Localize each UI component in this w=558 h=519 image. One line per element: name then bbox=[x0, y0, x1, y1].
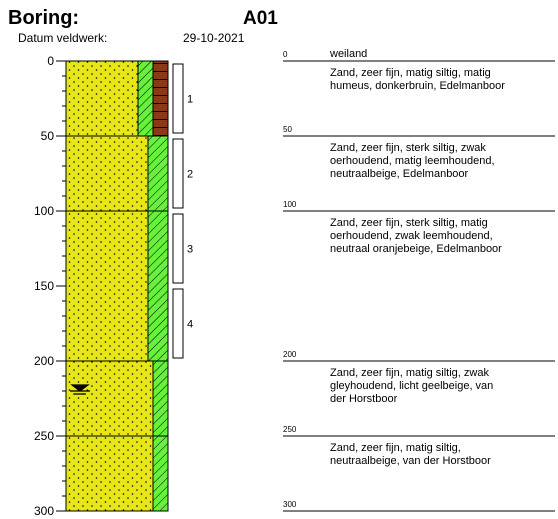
annotation: weiland bbox=[329, 48, 367, 60]
silt-layer bbox=[153, 361, 168, 436]
humus-layer bbox=[153, 61, 168, 136]
title: Boring: bbox=[8, 7, 79, 29]
sample bbox=[173, 64, 183, 133]
description: Zand, zeer fijn, sterk siltig, matig bbox=[330, 217, 488, 229]
description: neutraalbeige, van der Horstboor bbox=[330, 455, 491, 467]
depth-tick-label: 50 bbox=[41, 129, 55, 143]
sample bbox=[173, 214, 183, 283]
description: der Horstboor bbox=[330, 393, 398, 405]
description: Zand, zeer fijn, matig siltig, zwak bbox=[330, 367, 489, 379]
description: Zand, zeer fijn, matig siltig, bbox=[330, 442, 461, 454]
sample bbox=[173, 139, 183, 208]
depth-tick-label: 100 bbox=[34, 204, 54, 218]
description: neutraalbeige, Edelmanboor bbox=[330, 168, 469, 180]
sand-layer bbox=[66, 211, 148, 361]
sand-layer bbox=[66, 361, 153, 436]
sample-label: 1 bbox=[187, 94, 193, 106]
depth-tick-label: 300 bbox=[34, 504, 54, 518]
description: oerhoudend, zwak leemhoudend, bbox=[330, 230, 493, 242]
sand-layer bbox=[66, 436, 153, 511]
description: Zand, zeer fijn, matig siltig, matig bbox=[330, 67, 491, 79]
date-label: Datum veldwerk: bbox=[18, 31, 107, 45]
sample-label: 4 bbox=[187, 319, 193, 331]
boring-id: A01 bbox=[243, 8, 278, 29]
depth-label: 300 bbox=[283, 500, 297, 509]
depth-label: 100 bbox=[283, 200, 297, 209]
sand-layer bbox=[66, 61, 138, 136]
silt-layer bbox=[153, 436, 168, 511]
sample bbox=[173, 289, 183, 358]
depth-tick-label: 200 bbox=[34, 354, 54, 368]
depth-label: 200 bbox=[283, 350, 297, 359]
sample-label: 3 bbox=[187, 244, 193, 256]
description: gleyhoudend, licht geelbeige, van bbox=[330, 380, 493, 392]
silt-layer bbox=[138, 61, 153, 136]
depth-tick-label: 250 bbox=[34, 429, 54, 443]
depth-tick-label: 150 bbox=[34, 279, 54, 293]
boring-log: Boring: A01 Datum veldwerk: 29-10-2021 0… bbox=[0, 0, 558, 519]
description: humeus, donkerbruin, Edelmanboor bbox=[330, 80, 505, 92]
description: Zand, zeer fijn, sterk siltig, zwak bbox=[330, 142, 486, 154]
depth-label: 250 bbox=[283, 425, 297, 434]
silt-layer bbox=[148, 211, 168, 361]
sand-layer bbox=[66, 136, 148, 211]
description: oerhoudend, matig leemhoudend, bbox=[330, 155, 495, 167]
depth-label: 0 bbox=[283, 50, 288, 59]
depth-tick-label: 0 bbox=[47, 54, 54, 68]
description: neutraal oranjebeige, Edelmanboor bbox=[330, 243, 502, 255]
sample-label: 2 bbox=[187, 169, 193, 181]
depth-label: 50 bbox=[283, 125, 292, 134]
profile: 0 weiland Zand, zeer fijn, matig siltig, m… bbox=[34, 48, 555, 518]
silt-layer bbox=[148, 136, 168, 211]
date: 29-10-2021 bbox=[183, 31, 245, 45]
